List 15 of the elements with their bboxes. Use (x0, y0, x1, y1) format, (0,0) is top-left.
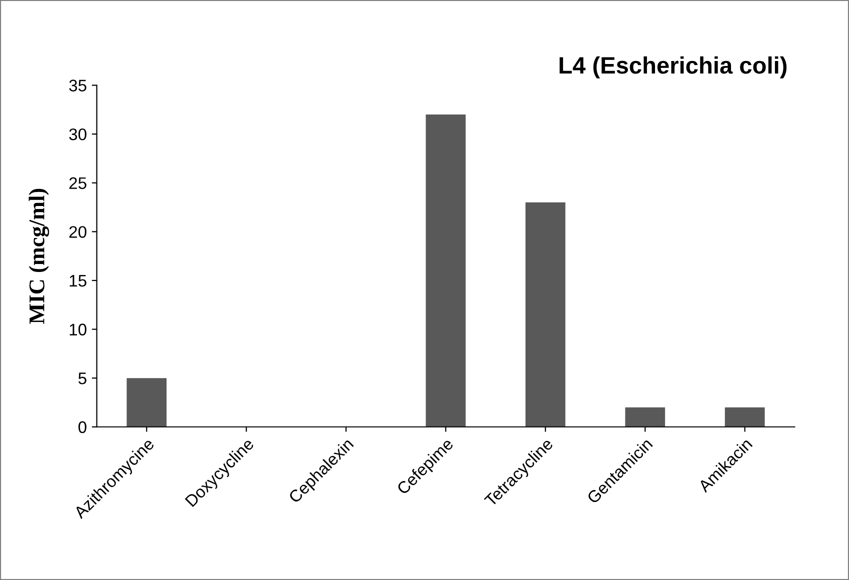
y-tick-label: 25 (69, 177, 86, 190)
y-tick-label: 35 (69, 80, 86, 92)
y-tick-label: 10 (70, 324, 86, 336)
bar (126, 378, 167, 427)
y-axis-title: MIC (mcg/ml) (28, 188, 50, 324)
chart-title: L4 (Escherichia coli) (560, 56, 787, 78)
bar (426, 114, 466, 427)
y-tick-label: 20 (69, 226, 86, 238)
bar (525, 202, 566, 427)
y-tick-label: 0 (78, 421, 86, 434)
bar (724, 407, 765, 427)
y-tick-label: 30 (69, 128, 86, 140)
y-tick-label: 5 (78, 372, 86, 384)
bar (625, 407, 666, 427)
y-tick-label: 15 (70, 275, 86, 287)
